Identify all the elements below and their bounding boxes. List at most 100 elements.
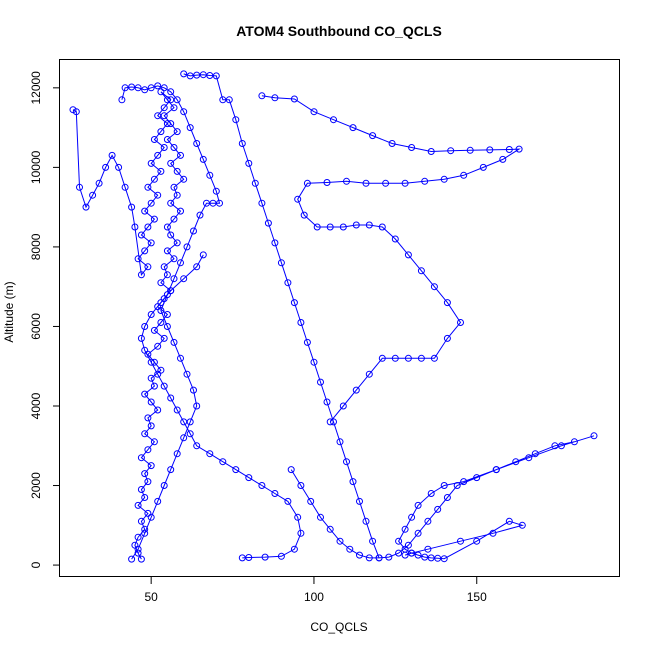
data-point xyxy=(346,545,354,553)
data-point xyxy=(401,179,409,187)
data-point xyxy=(193,263,201,271)
series xyxy=(137,251,305,562)
data-point xyxy=(518,521,526,529)
data-point xyxy=(177,207,184,215)
data-point xyxy=(362,517,370,525)
data-point xyxy=(170,255,178,263)
data-point xyxy=(186,430,194,438)
data-point xyxy=(141,207,149,215)
data-point xyxy=(150,175,158,183)
data-point xyxy=(95,179,103,187)
data-point xyxy=(147,422,155,430)
data-point xyxy=(307,497,315,505)
data-point xyxy=(300,211,308,219)
data-point xyxy=(343,458,350,466)
data-point xyxy=(395,549,403,557)
data-point xyxy=(163,120,171,128)
data-point xyxy=(385,553,393,561)
data-point xyxy=(137,555,145,563)
data-point xyxy=(245,159,253,167)
data-point xyxy=(352,221,360,229)
data-point xyxy=(173,96,181,104)
data-point xyxy=(150,215,158,223)
data-point xyxy=(196,211,204,219)
data-point xyxy=(365,221,373,229)
data-point xyxy=(232,466,240,474)
data-point xyxy=(317,378,324,386)
data-point xyxy=(163,96,171,104)
data-point xyxy=(167,159,175,167)
data-point xyxy=(154,497,162,505)
data-point xyxy=(427,554,435,562)
data-point xyxy=(457,537,464,545)
x-axis-label: CO_QCLS xyxy=(310,620,367,634)
data-point xyxy=(395,537,403,545)
series xyxy=(287,432,598,563)
data-point xyxy=(421,177,429,185)
data-point xyxy=(147,199,155,207)
data-point xyxy=(154,342,162,350)
data-point xyxy=(417,267,425,275)
data-point xyxy=(447,147,455,155)
data-point xyxy=(378,354,386,362)
y-tick-label: 4000 xyxy=(29,392,43,419)
data-point xyxy=(443,334,451,342)
data-point xyxy=(570,438,578,446)
y-tick-label: 2000 xyxy=(29,472,43,499)
data-point xyxy=(310,108,318,116)
data-point xyxy=(154,112,162,120)
data-point xyxy=(134,545,142,553)
data-point xyxy=(121,183,129,191)
data-point xyxy=(251,179,259,187)
data-point xyxy=(284,497,292,505)
y-axis-label: Altitude (m) xyxy=(2,281,16,342)
data-point xyxy=(356,497,363,505)
data-point xyxy=(330,116,337,124)
data-point xyxy=(180,418,188,426)
data-point xyxy=(180,108,188,116)
data-point xyxy=(167,394,175,402)
data-point xyxy=(160,104,168,112)
data-point xyxy=(193,442,201,450)
data-point xyxy=(108,151,116,159)
data-point xyxy=(261,553,269,561)
data-point xyxy=(102,163,110,171)
y-axis: 0 2000 4000 6000 8000 10000 12000 xyxy=(29,71,60,568)
series xyxy=(69,88,188,563)
x-tick-label: 100 xyxy=(304,590,324,604)
data-point xyxy=(157,319,165,326)
data-point xyxy=(147,462,155,470)
data-point xyxy=(128,203,136,211)
data-point xyxy=(150,136,158,143)
data-point xyxy=(290,545,298,553)
data-point xyxy=(505,517,513,525)
data-point xyxy=(258,482,266,489)
data-point xyxy=(356,551,363,559)
data-point xyxy=(212,72,220,80)
data-point xyxy=(144,478,152,486)
data-point xyxy=(414,551,422,559)
data-point xyxy=(163,311,171,318)
data-point xyxy=(294,195,302,203)
data-point xyxy=(323,179,331,186)
data-point xyxy=(440,175,448,183)
data-point xyxy=(303,338,311,346)
y-tick-label: 12000 xyxy=(29,71,43,105)
data-point xyxy=(421,553,429,561)
data-point xyxy=(294,513,302,521)
data-point xyxy=(173,406,181,414)
data-point xyxy=(369,132,377,140)
data-point xyxy=(326,418,334,426)
series-line xyxy=(290,435,595,560)
x-tick-label: 50 xyxy=(144,590,158,604)
data-point xyxy=(137,271,145,279)
data-point xyxy=(245,554,253,561)
data-point xyxy=(147,398,155,406)
data-point xyxy=(512,458,520,466)
y-tick-label: 10000 xyxy=(29,150,43,184)
data-point xyxy=(492,466,500,474)
data-point xyxy=(160,144,168,151)
data-point xyxy=(349,478,357,486)
data-point xyxy=(427,490,435,497)
